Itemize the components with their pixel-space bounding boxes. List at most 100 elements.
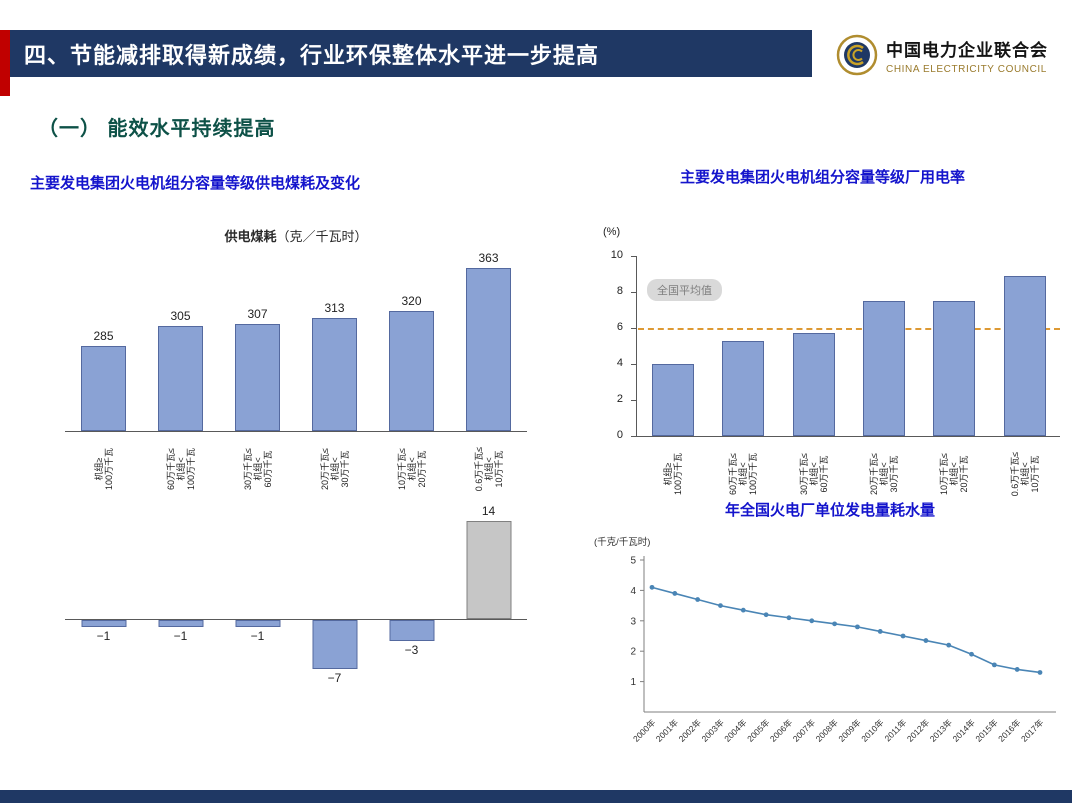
axis-tick-label: 4 [616, 357, 623, 369]
bar [81, 620, 126, 627]
axis-tick-label: 1 [630, 677, 636, 688]
data-point [877, 629, 883, 634]
axis-tick-label: 2 [616, 393, 623, 405]
zero-line [65, 619, 527, 620]
bar-slot: 14 [450, 504, 527, 690]
axis-tick [631, 400, 637, 401]
national-average-label: 全国平均值 [647, 279, 722, 301]
data-point [900, 633, 906, 639]
bar-value-label: 320 [401, 294, 422, 308]
header-bar: 四、节能减排取得新成绩，行业环保整体水平进一步提高 [0, 30, 812, 77]
bar-slot [849, 301, 919, 436]
water-usage-chart: (千克/千瓦时) 1 2 3 4 5 2000年 2001年 2002年 2003年 2004年 2… [592, 526, 1066, 781]
data-point [991, 662, 997, 668]
data-point [1037, 670, 1043, 675]
axis-tick-label: 2005年 [745, 717, 772, 744]
bar-slot: 320 [373, 294, 450, 431]
axis-tick-label: 2004年 [722, 717, 749, 744]
axis-tick-label: 10 [610, 249, 623, 261]
bar [933, 301, 976, 436]
data-point [809, 618, 815, 624]
bar-value-label: 305 [170, 309, 191, 323]
aux-power-chart-panel-title: 主要发电集团火电机组分容量等级厂用电率 [679, 169, 965, 186]
axis-tick [631, 292, 637, 293]
axis-tick-label: 2010年 [859, 717, 886, 744]
axis-tick-label: 2017年 [1019, 717, 1046, 744]
page-title: 四、节能减排取得新成绩，行业环保整体水平进一步提高 [24, 42, 600, 68]
category-label: 60万千瓦≤ 机组< 100万千瓦 [165, 447, 196, 491]
y-axis-label: (千克/千瓦时) [594, 537, 651, 548]
category-label: 0.6万千瓦≤ 机组< 10万千瓦 [1009, 451, 1040, 497]
data-point [1014, 667, 1020, 672]
bar-slot [990, 275, 1060, 436]
axis-tick-label: 2016年 [996, 717, 1023, 744]
bar-slot: 307 [219, 307, 296, 431]
data-point [672, 591, 678, 596]
bar [792, 333, 835, 436]
category-label: 机组≥ 100万千瓦 [93, 447, 114, 491]
bar [863, 301, 906, 436]
data-point [855, 624, 860, 630]
coal-chart-title: 供电煤耗（克／千瓦时） [65, 226, 527, 245]
category-label: 30万千瓦≤ 机组< 60万千瓦 [798, 453, 829, 495]
axis-tick [631, 436, 637, 437]
category-label: 10万千瓦≤ 机组< 20万千瓦 [939, 453, 970, 495]
category-label: 机组≥ 100万千瓦 [663, 452, 684, 496]
bar [312, 620, 357, 669]
bar-value-label: −7 [327, 671, 342, 685]
water-line-series [651, 586, 1041, 674]
bar [81, 346, 126, 431]
bar-value-label: 307 [247, 307, 268, 321]
bar [466, 521, 511, 619]
chart-title: 供电煤耗 [224, 229, 277, 244]
chart-unit: （克／千瓦时） [276, 229, 368, 244]
axis-tick-label: 2007年 [791, 717, 818, 744]
data-point [923, 638, 929, 643]
data-point [786, 615, 792, 621]
logo-name: 中国电力企业联合会 [886, 40, 1048, 60]
bar [158, 620, 203, 627]
bar-slot: −7 [296, 505, 373, 690]
axis-tick [631, 328, 637, 329]
bar-value-label: −3 [404, 643, 419, 657]
data-point [695, 597, 701, 602]
axis-tick-label: 2006年 [768, 717, 795, 744]
category-label: 60万千瓦≤ 机组< 100万千瓦 [728, 452, 759, 496]
plot-area: 285 305 307 313 320 363 [65, 248, 527, 432]
cec-logo-icon [836, 34, 878, 76]
axis-tick-label: 5 [630, 556, 636, 567]
bar-slot [708, 340, 778, 436]
bar [722, 340, 765, 436]
axis-tick-label: 8 [616, 285, 623, 297]
data-point [832, 621, 837, 627]
footer-bar [0, 790, 1072, 803]
bar-value-label: 313 [324, 301, 345, 315]
bar [652, 364, 695, 436]
axis-tick-label: 2014年 [950, 717, 977, 744]
data-point [718, 603, 723, 608]
aux-power-chart: (%) 0 2 4 6 8 10 全国平均值 机组≥ 100万千瓦 60万千瓦≤ 机组< 100万… [585, 224, 1065, 514]
plot-area: −1 −1 −1 −7 −3 14 [65, 504, 527, 690]
data-point [969, 651, 974, 657]
bar-value-label: 285 [93, 329, 114, 343]
x-axis-labels: 机组≥ 100万千瓦 60万千瓦≤ 机组< 100万千瓦 30万千瓦≤ 机组< 60万千瓦 20… [65, 432, 527, 506]
bar-slot: 305 [142, 309, 219, 431]
coal-chart-panel-title: 主要发电集团火电机组分容量等级供电煤耗及变化 [30, 175, 361, 192]
water-chart-panel-title: 年全国火电厂单位发电量耗水量 [724, 502, 935, 519]
bar-slot: −1 [142, 505, 219, 690]
axis-tick-label: 2002年 [677, 717, 704, 744]
bar [389, 620, 434, 641]
category-label: 30万千瓦≤ 机组< 60万千瓦 [242, 448, 273, 490]
bar-slot: −1 [65, 505, 142, 690]
plot-area [638, 256, 1060, 436]
axis-tick [631, 256, 637, 257]
category-label: 10万千瓦≤ 机组< 20万千瓦 [396, 448, 427, 490]
axis-tick-label: 4 [630, 586, 636, 597]
logo-texts: 中国电力企业联合会 CHINA ELECTRICITY COUNCIL [886, 36, 1048, 75]
red-accent-bar [0, 30, 10, 96]
axis-tick-label: 2 [630, 647, 636, 658]
national-average-line [638, 328, 1060, 330]
bar [466, 268, 511, 431]
section-heading: （一） 能效水平持续提高 [38, 118, 276, 140]
axis-tick-label: 2015年 [973, 717, 1000, 744]
